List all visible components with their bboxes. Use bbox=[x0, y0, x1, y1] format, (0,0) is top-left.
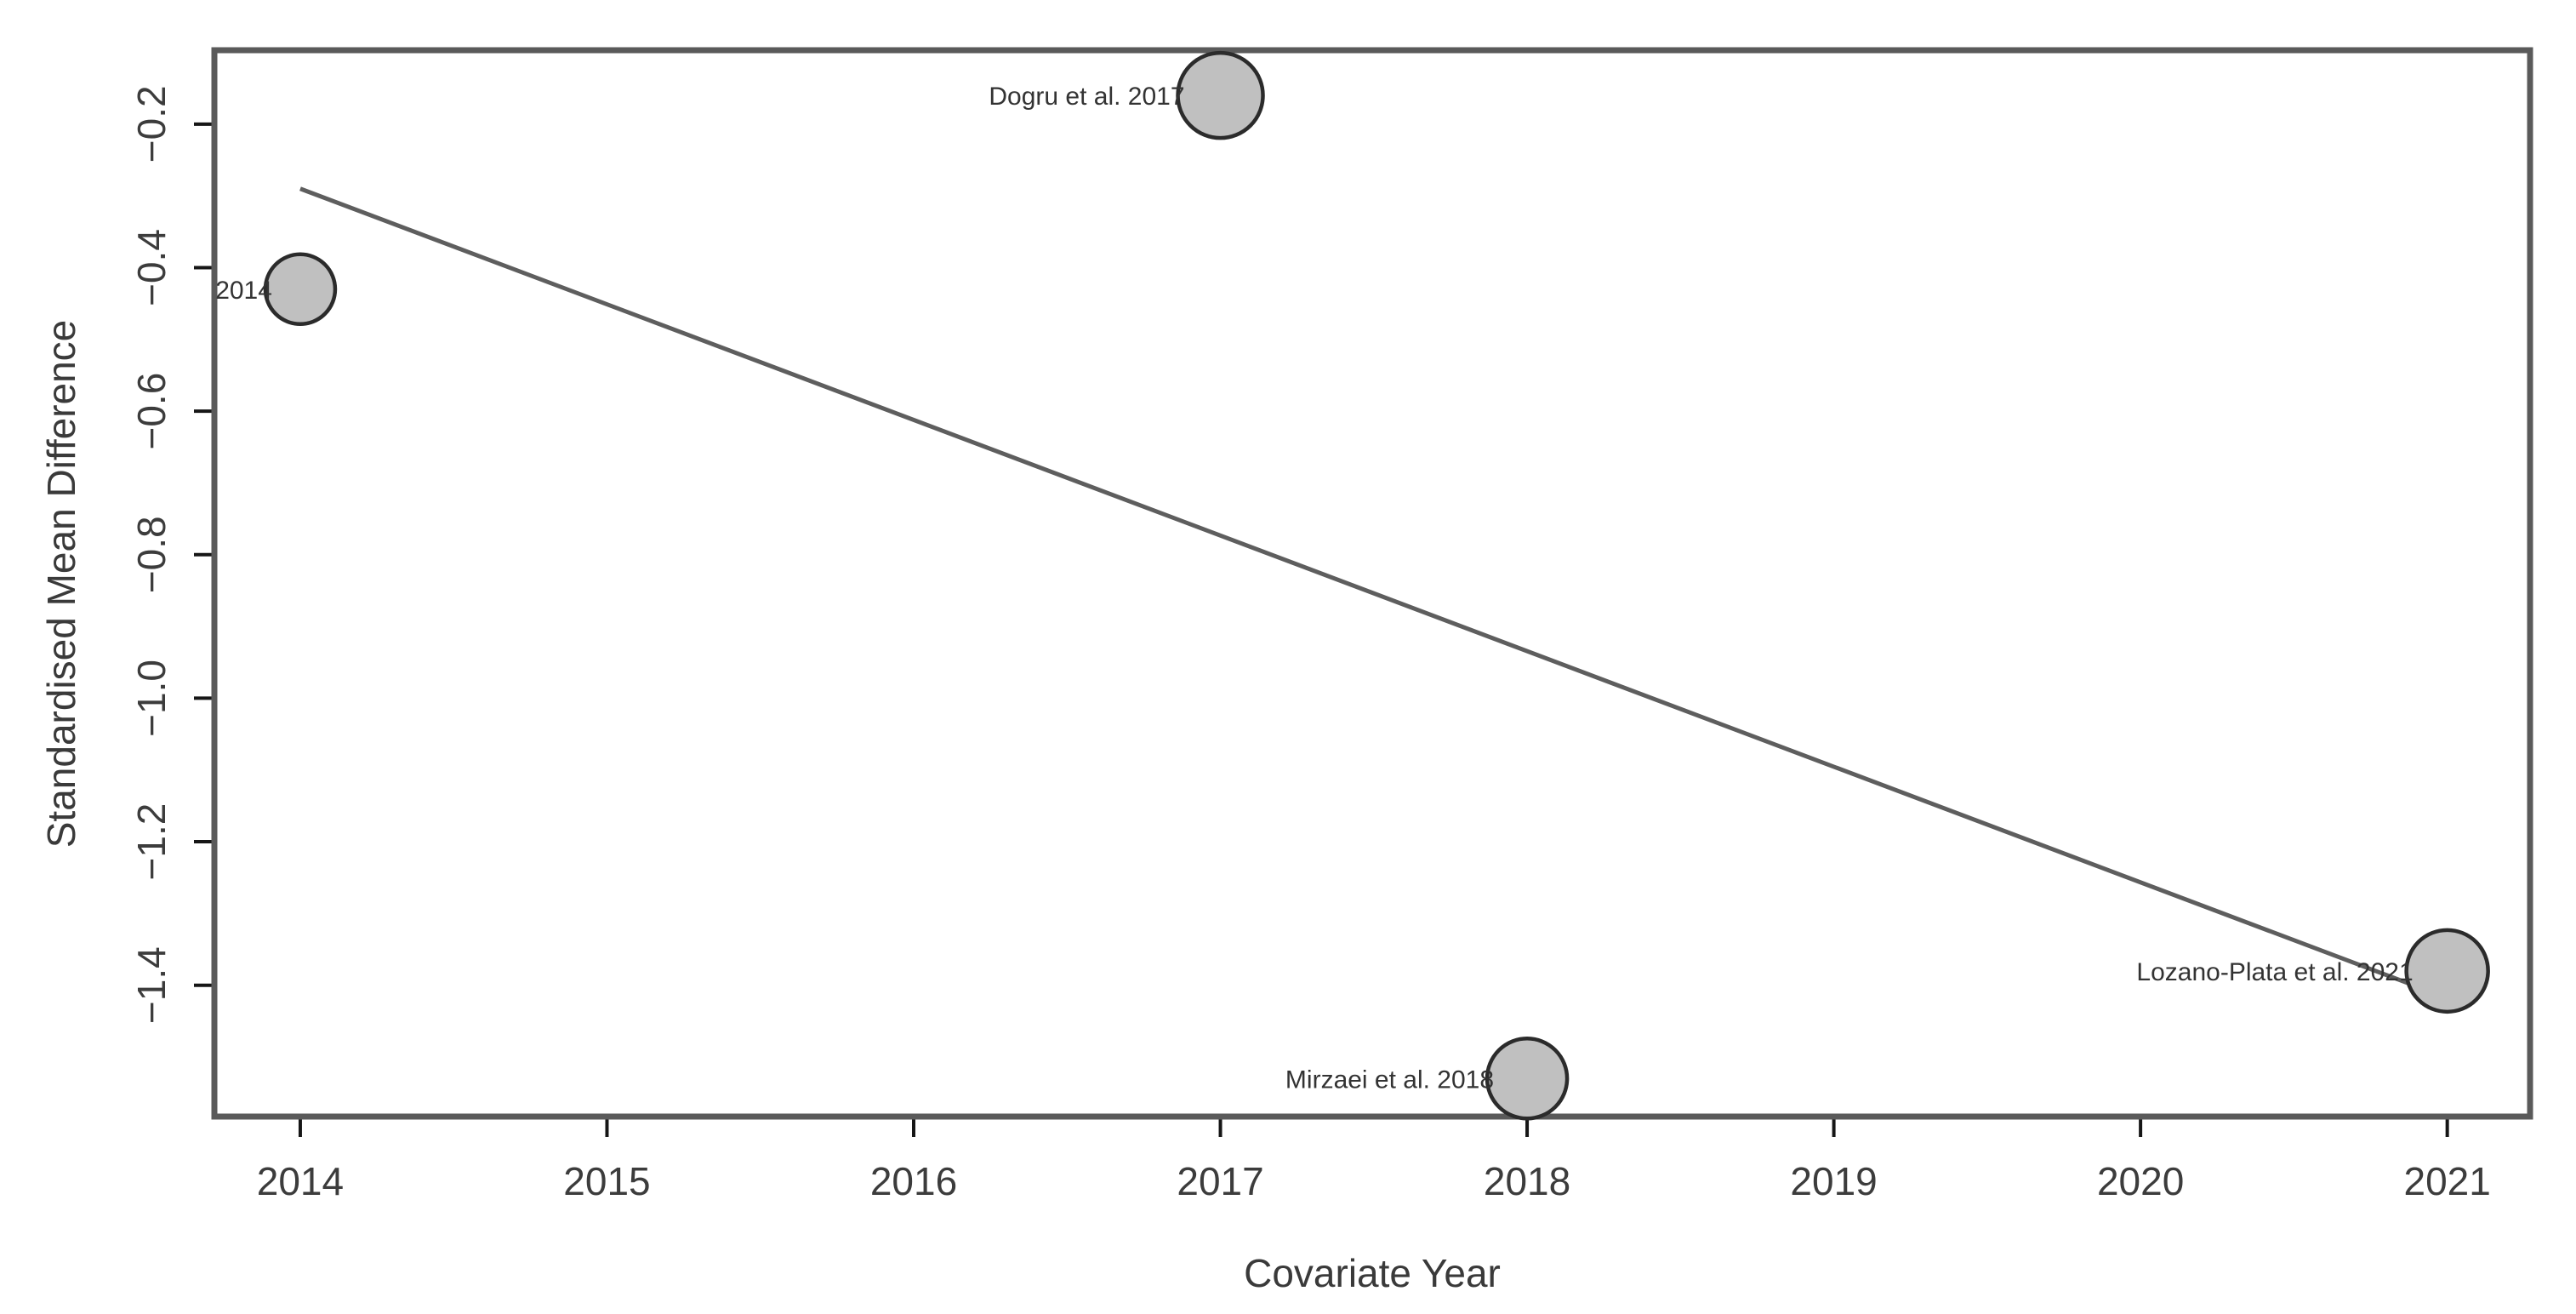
study-label: Mirzaei et al. 2018 bbox=[1285, 1065, 1494, 1094]
chart-dynamic-layer: 2014 2015 2016 2017 2018 2019 2020 2021 −0.2 −0.4… bbox=[129, 47, 2533, 1203]
y-axis-tick-label: −0.6 bbox=[129, 373, 174, 450]
study-bubble bbox=[2404, 928, 2490, 1014]
y-axis-title: Standardised Mean Difference bbox=[39, 320, 83, 848]
plot-box-border bbox=[211, 47, 2533, 1120]
y-axis-tick-label: −1.0 bbox=[129, 660, 174, 737]
study-label: 2014 bbox=[215, 277, 272, 305]
y-axis-tick-label: −1.4 bbox=[129, 946, 174, 1024]
x-axis-tick-label: 2019 bbox=[1790, 1159, 1877, 1203]
x-axis-tick-label: 2017 bbox=[1177, 1159, 1263, 1203]
regression-line bbox=[299, 186, 2414, 988]
study-label: Dogru et al. 2017 bbox=[989, 83, 1184, 111]
x-axis-tick-label: 2021 bbox=[2403, 1159, 2490, 1203]
x-axis-tick-label: 2020 bbox=[2097, 1159, 2184, 1203]
x-axis-tick-label: 2014 bbox=[257, 1159, 344, 1203]
study-label: Lozano-Plata et al. 2021 bbox=[2136, 958, 2413, 986]
y-axis-tick-label: −0.4 bbox=[129, 229, 174, 306]
x-axis-title: Covariate Year bbox=[1244, 1251, 1501, 1295]
study-bubble bbox=[1176, 50, 1265, 140]
y-axis-tick-label: −1.2 bbox=[129, 803, 174, 881]
x-axis-tick-label: 2016 bbox=[870, 1159, 957, 1203]
x-axis-tick-label: 2015 bbox=[563, 1159, 650, 1203]
study-bubble bbox=[263, 252, 338, 327]
x-axis-tick-label: 2018 bbox=[1484, 1159, 1570, 1203]
study-bubble bbox=[1485, 1037, 1570, 1121]
y-axis-tick-label: −0.2 bbox=[129, 85, 174, 163]
y-axis-tick-label: −0.8 bbox=[129, 516, 174, 593]
